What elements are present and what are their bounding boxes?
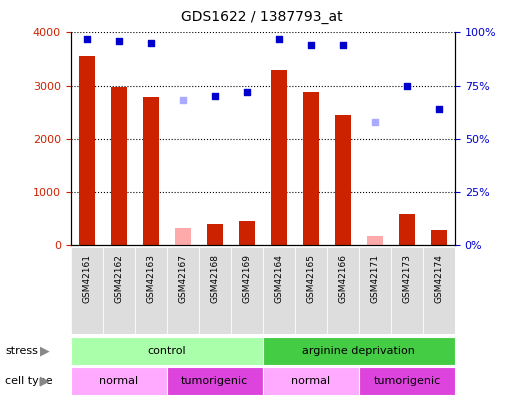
Bar (431, 230, 447, 245)
Text: GSM42165: GSM42165 (306, 254, 315, 303)
Text: normal: normal (291, 376, 331, 386)
Text: GSM42171: GSM42171 (370, 254, 379, 303)
Point (211, 93, 219, 100)
Bar (71, 247, 103, 334)
Text: GSM42161: GSM42161 (82, 254, 91, 303)
Text: cell type: cell type (5, 376, 53, 386)
Bar (78, 56, 95, 245)
Bar (111, 87, 127, 245)
Bar (263, 337, 455, 364)
Bar (103, 247, 135, 334)
Bar (295, 247, 327, 334)
Bar (335, 115, 351, 245)
Bar (135, 247, 167, 334)
Bar (263, 247, 295, 334)
Point (275, 36, 283, 42)
Text: GSM42164: GSM42164 (275, 254, 283, 303)
Text: ▶: ▶ (40, 375, 49, 388)
Bar (71, 367, 167, 395)
Bar (167, 247, 199, 334)
Bar (71, 337, 263, 364)
Point (243, 89, 251, 95)
Point (178, 97, 187, 104)
Text: GSM42169: GSM42169 (242, 254, 251, 303)
Bar (303, 92, 319, 245)
Bar (423, 247, 455, 334)
Text: tumorigenic: tumorigenic (373, 376, 440, 386)
Text: arginine deprivation: arginine deprivation (302, 346, 415, 356)
Bar (199, 247, 231, 334)
Bar (263, 367, 359, 395)
Bar (391, 247, 423, 334)
Point (403, 82, 411, 89)
Text: GSM42173: GSM42173 (403, 254, 412, 303)
Text: GSM42174: GSM42174 (435, 254, 444, 303)
Bar (231, 247, 263, 334)
Bar (271, 70, 287, 245)
Point (83, 36, 91, 42)
Point (306, 42, 315, 49)
Text: GSM42168: GSM42168 (210, 254, 219, 303)
Text: GDS1622 / 1387793_at: GDS1622 / 1387793_at (180, 10, 343, 24)
Text: stress: stress (5, 346, 38, 356)
Text: GSM42167: GSM42167 (178, 254, 187, 303)
Text: GSM42166: GSM42166 (338, 254, 347, 303)
Bar (167, 367, 263, 395)
Point (146, 40, 155, 46)
Bar (143, 97, 158, 245)
Text: normal: normal (99, 376, 138, 386)
Point (435, 106, 443, 112)
Text: GSM42163: GSM42163 (146, 254, 155, 303)
Bar (399, 214, 415, 245)
Point (371, 118, 379, 125)
Point (339, 42, 347, 49)
Bar (359, 367, 455, 395)
Bar (359, 247, 391, 334)
Text: tumorigenic: tumorigenic (181, 376, 248, 386)
Bar (367, 236, 383, 245)
Bar (207, 224, 223, 245)
Text: control: control (147, 346, 186, 356)
Point (115, 38, 123, 44)
Text: GSM42162: GSM42162 (114, 254, 123, 303)
Bar (327, 247, 359, 334)
Bar (175, 228, 191, 245)
Text: ▶: ▶ (40, 344, 49, 357)
Bar (239, 221, 255, 245)
